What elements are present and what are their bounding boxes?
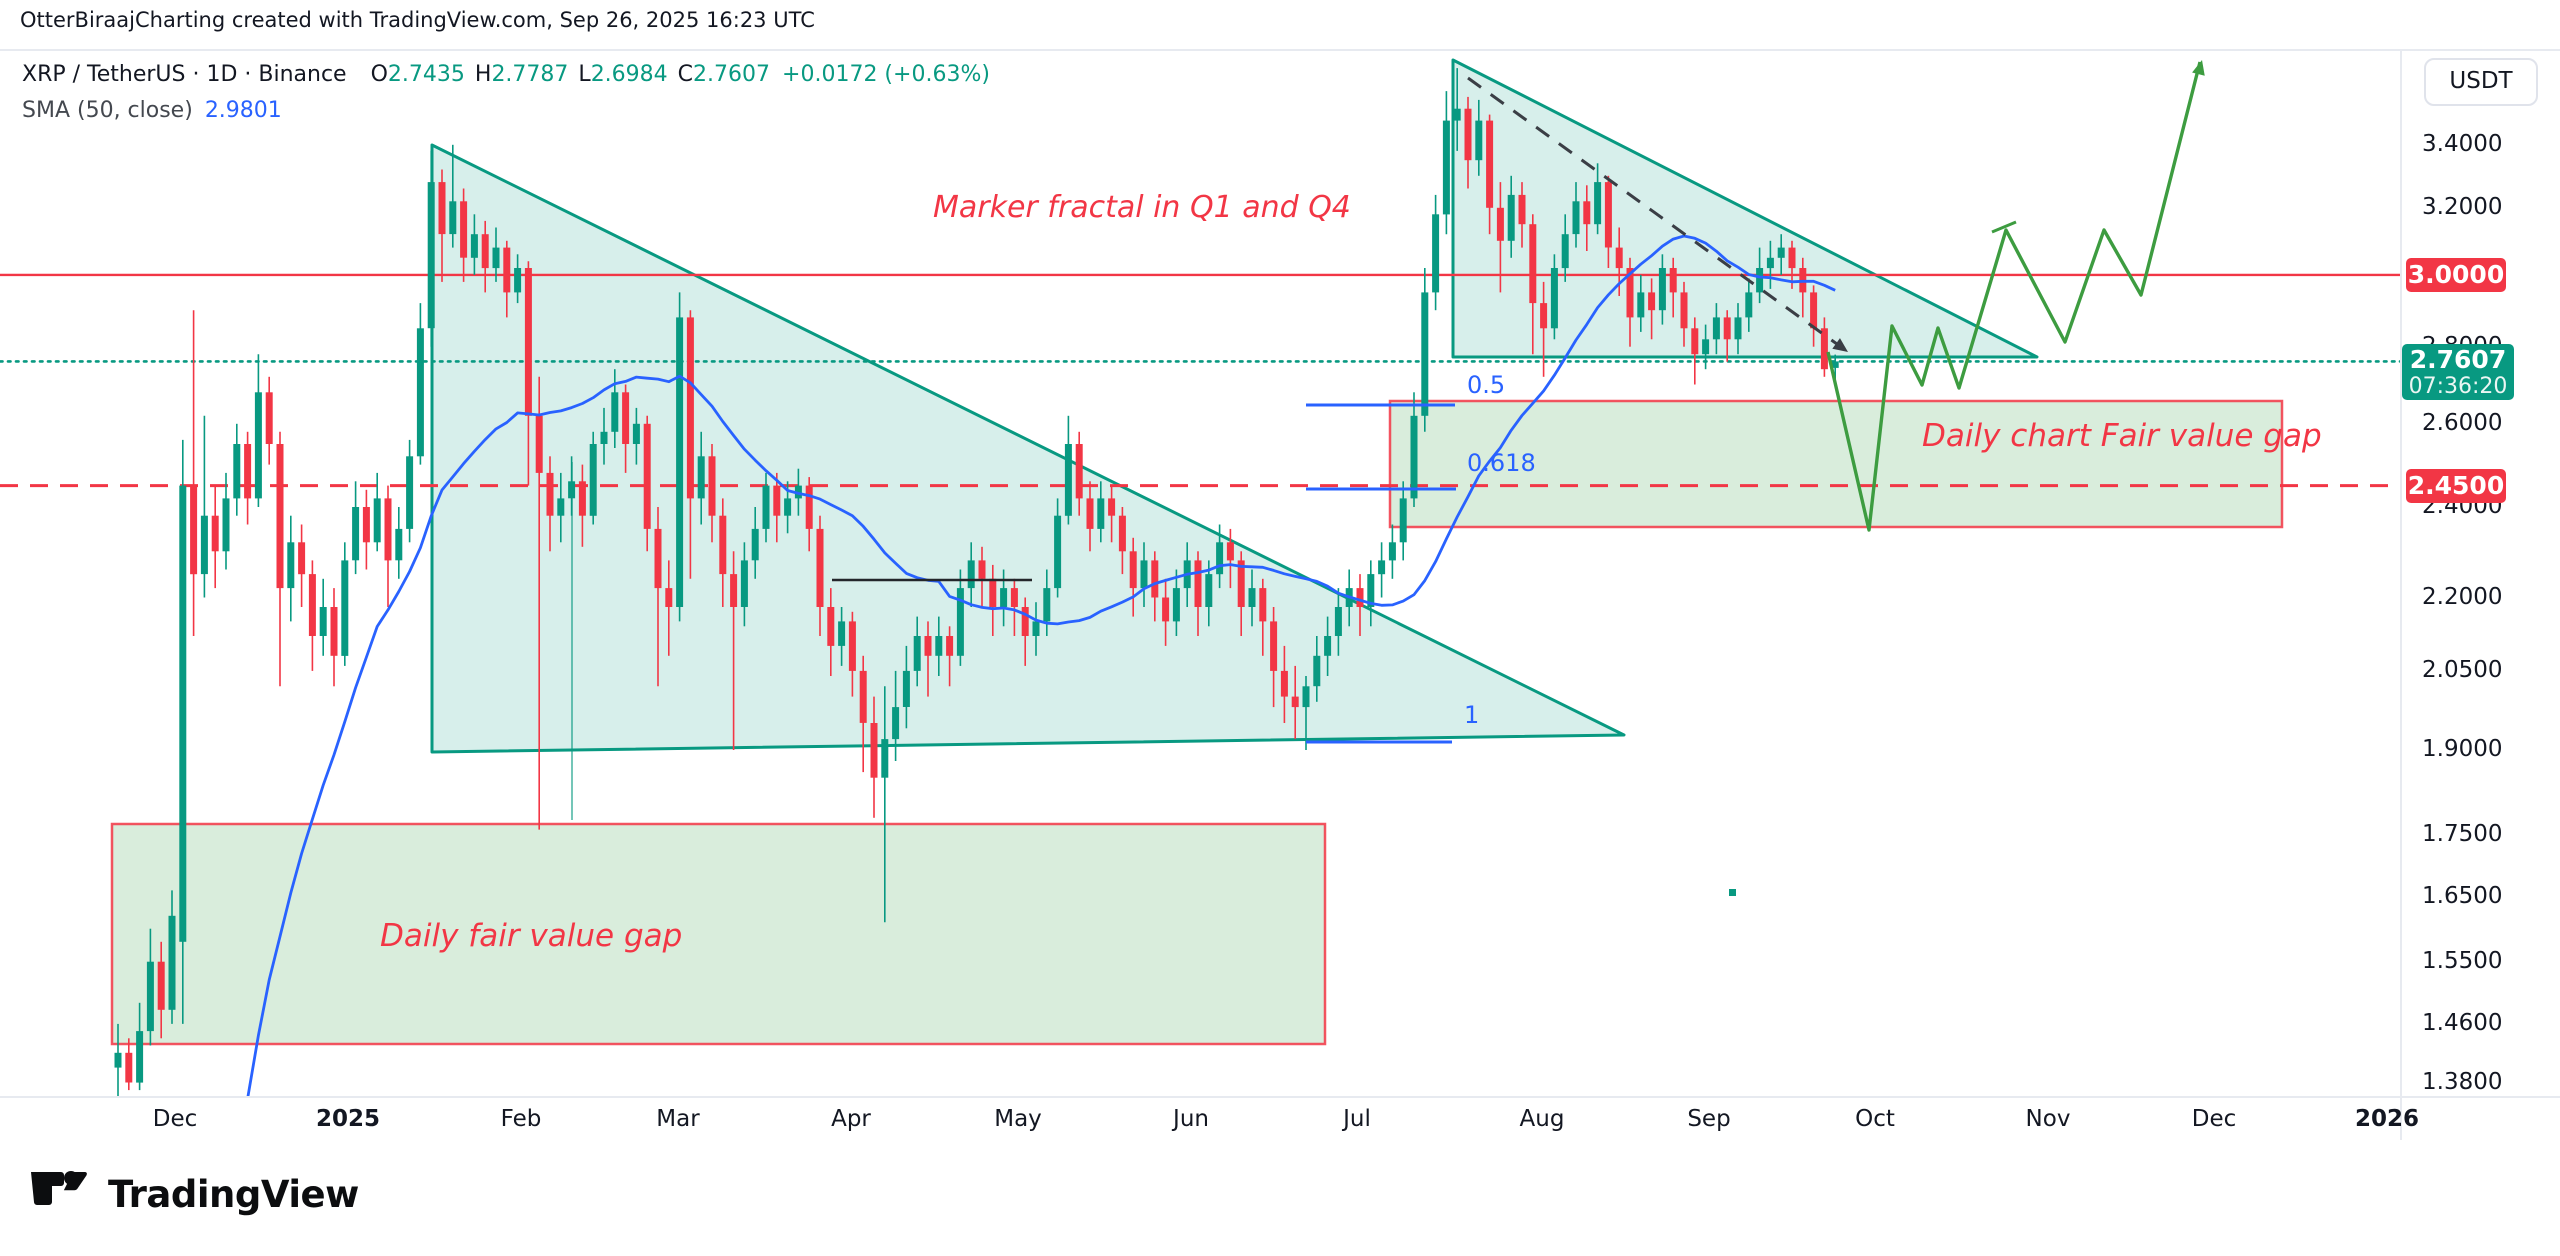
last-price-value: 2.7607	[2409, 345, 2507, 375]
sma-value: 2.9801	[204, 98, 282, 123]
price-tick: 2.2000	[2422, 583, 2503, 610]
price-tick: 2.0500	[2422, 656, 2503, 683]
price-tick: 1.6500	[2422, 882, 2503, 909]
tradingview-wordmark: TradingView	[108, 1172, 359, 1216]
time-tick: Jun	[1173, 1106, 1209, 1132]
low-value: 2.6984	[590, 62, 668, 87]
time-tick: 2026	[2354, 1106, 2420, 1132]
currency-toggle-button[interactable]: USDT	[2424, 58, 2538, 106]
time-tick: Jul	[1343, 1106, 1371, 1132]
price-badge-3.0000: 3.0000	[2406, 257, 2506, 292]
price-tick: 1.4600	[2422, 1009, 2503, 1036]
time-scale-separator	[0, 1096, 2560, 1098]
time-tick: 2025	[315, 1106, 381, 1132]
time-tick: Sep	[1687, 1106, 1731, 1132]
last-price-badge: 2.7607 07:36:20	[2402, 344, 2514, 401]
time-tick: Feb	[500, 1106, 542, 1132]
sma-legend[interactable]: SMA (50, close) 2.9801	[22, 98, 282, 123]
price-tick: 3.4000	[2422, 130, 2503, 157]
tradingview-logo-icon	[30, 1166, 94, 1222]
annotation-daily-chart-fvg: Daily chart Fair value gap	[1922, 418, 2322, 454]
symbol-title: XRP / TetherUS · 1D · Binance	[22, 62, 347, 87]
price-tick: 1.5500	[2422, 947, 2503, 974]
fib-label-05: 0.5	[1467, 371, 1506, 399]
tradingview-footer: TradingView	[30, 1166, 359, 1222]
price-scale-separator	[2400, 50, 2402, 1140]
time-tick: Oct	[1855, 1106, 1895, 1132]
high-value: 2.7787	[491, 62, 569, 87]
time-tick: Dec	[2191, 1106, 2237, 1132]
chart-top-border	[0, 49, 2560, 51]
price-tick: 2.6000	[2422, 409, 2503, 436]
time-tick: Dec	[152, 1106, 198, 1132]
fib-label-0618: 0.618	[1467, 449, 1536, 477]
time-tick: Apr	[831, 1106, 871, 1132]
symbol-legend[interactable]: XRP / TetherUS · 1D · Binance O2.7435 H2.7…	[22, 62, 990, 87]
price-tick: 1.3800	[2422, 1068, 2503, 1095]
fib-label-1: 1	[1464, 701, 1480, 729]
bar-countdown: 07:36:20	[2408, 374, 2508, 400]
price-tick: 3.2000	[2422, 193, 2503, 220]
high-label: H	[474, 62, 492, 87]
close-label: C	[677, 62, 694, 87]
sma-label: SMA (50, close)	[22, 98, 193, 123]
open-value: 2.7435	[387, 62, 465, 87]
low-label: L	[578, 62, 591, 87]
annotation-daily-fvg: Daily fair value gap	[380, 918, 683, 954]
annotation-marker-fractal: Marker fractal in Q1 and Q4	[933, 190, 1351, 225]
attribution-text: OtterBiraajCharting created with Trading…	[20, 8, 815, 32]
time-tick: Nov	[2025, 1106, 2071, 1132]
open-label: O	[370, 62, 388, 87]
time-tick: Mar	[656, 1106, 700, 1132]
price-badge-2.4500: 2.4500	[2406, 468, 2506, 503]
price-tick: 1.9000	[2422, 735, 2503, 762]
time-tick: May	[994, 1106, 1042, 1132]
close-value: 2.7607	[693, 62, 771, 87]
change-value: +0.0172 (+0.63%)	[782, 62, 990, 87]
time-tick: Aug	[1519, 1106, 1565, 1132]
price-tick: 1.7500	[2422, 821, 2503, 848]
